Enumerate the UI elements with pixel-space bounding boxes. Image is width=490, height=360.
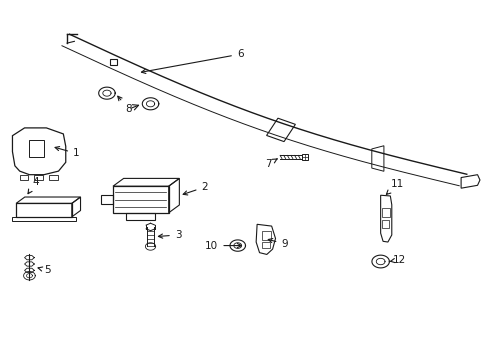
Bar: [49, 175, 57, 180]
Text: 2: 2: [183, 182, 208, 195]
Text: 9: 9: [268, 239, 288, 249]
Text: 12: 12: [390, 255, 406, 265]
Text: 7: 7: [265, 159, 277, 169]
Bar: [16, 203, 72, 217]
Bar: [382, 208, 390, 217]
Bar: [110, 59, 117, 65]
Bar: [29, 140, 44, 157]
Text: 6: 6: [142, 49, 244, 73]
Bar: [302, 154, 308, 160]
Bar: [382, 220, 390, 228]
Bar: [262, 231, 270, 240]
Bar: [20, 175, 28, 180]
Text: 3: 3: [158, 230, 181, 240]
Text: 8: 8: [118, 96, 132, 114]
Text: 4: 4: [28, 177, 39, 194]
Text: 10: 10: [205, 240, 242, 251]
Text: 5: 5: [38, 265, 50, 275]
Text: 11: 11: [387, 179, 404, 194]
Bar: [262, 242, 270, 248]
Bar: [12, 217, 75, 221]
Text: 1: 1: [55, 147, 80, 158]
Bar: [34, 175, 43, 180]
Bar: [113, 186, 169, 213]
